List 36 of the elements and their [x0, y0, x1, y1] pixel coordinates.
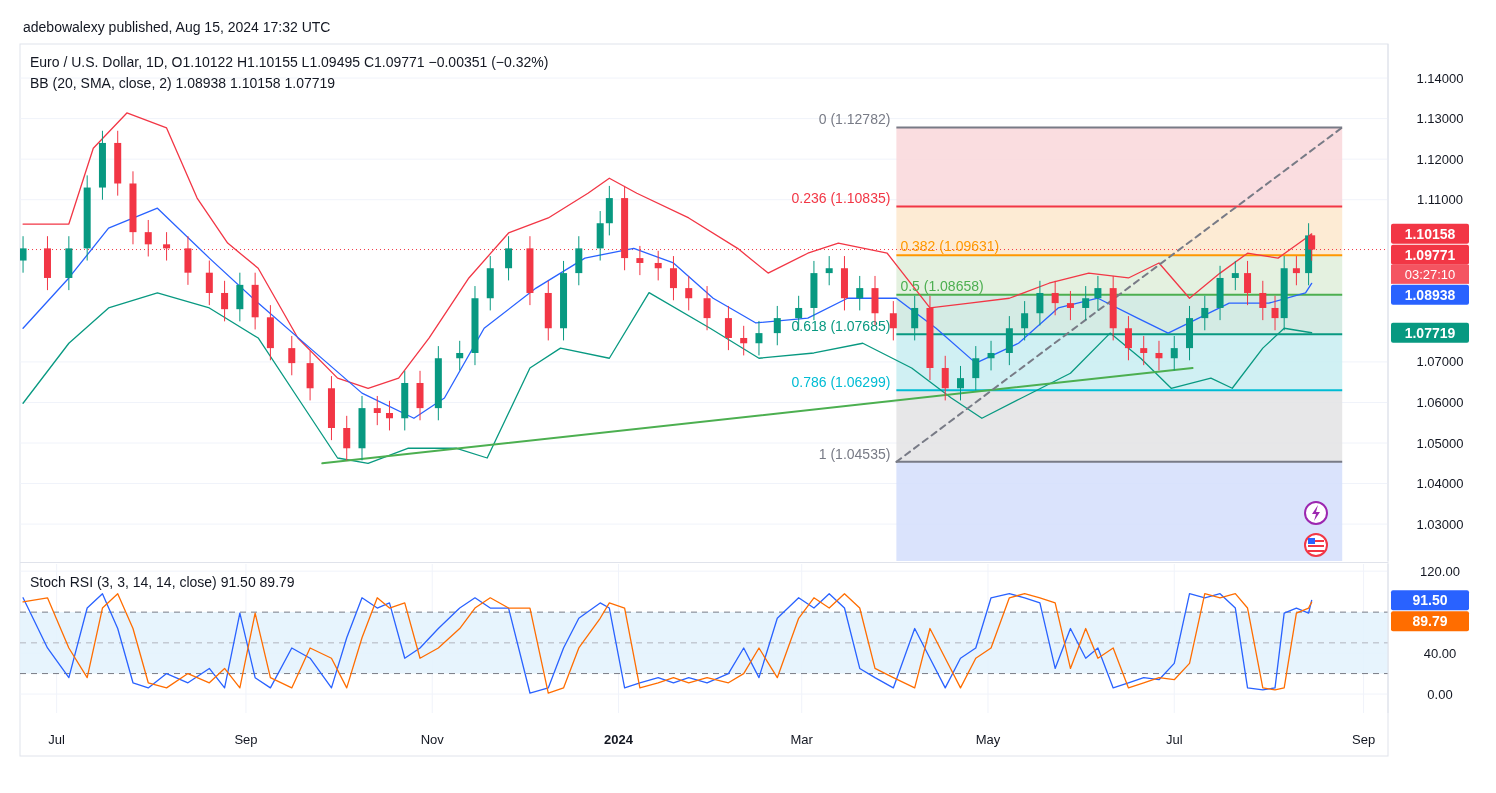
x-tick-label: Sep: [1352, 731, 1376, 747]
ref-line-label: 0.786 (1.06299): [791, 374, 891, 391]
y-tick-label: 1.12000: [1416, 151, 1464, 167]
ref-line-label: 0 (1.12782): [818, 111, 891, 128]
text: Euro / U.S. Dollar, 1D, O1.10122 H1.10155 L1.09495 C1.09771 −0.00351 (−0.32%): [30, 53, 549, 70]
text: 89.79: [1412, 613, 1448, 630]
text: 03:27:10: [1404, 266, 1456, 282]
x-tick-label: 2024: [604, 731, 634, 747]
y-tick-label: 1.07000: [1416, 354, 1464, 370]
y-tick-label: 1.14000: [1416, 70, 1464, 86]
y-tick-label: 120.00: [1420, 563, 1460, 579]
y-tick-label: 1.06000: [1416, 395, 1464, 410]
text: adebowalexy published, Aug 15, 2024 17:32 UTC: [23, 18, 331, 35]
x-tick-label: Jul: [1165, 731, 1183, 747]
y-tick-label: 1.04000: [1416, 476, 1464, 492]
text: 1.09771: [1404, 246, 1456, 263]
x-tick-label: Jul: [48, 731, 66, 747]
ref-line-label: 0.236 (1.10835): [791, 190, 891, 207]
text: 1.10158: [1404, 225, 1456, 242]
y-tick-label: 1.13000: [1416, 111, 1464, 127]
text: 91.50: [1412, 592, 1448, 609]
ref-line-label: 0.382 (1.09631): [900, 238, 1000, 255]
text: BB (20, SMA, close, 2) 1.08938 1.10158 1.07719: [30, 74, 336, 91]
text: 1.08938: [1404, 286, 1456, 303]
y-tick-label: 1.11000: [1416, 192, 1464, 208]
y-tick-label: 1.05000: [1416, 435, 1464, 451]
x-tick-label: Mar: [790, 731, 814, 747]
y-tick-label: 40.00: [1423, 645, 1457, 661]
text: 1.07719: [1404, 324, 1456, 341]
ref-line-label: 1 (1.04535): [818, 445, 891, 462]
y-tick-label: 0.00: [1427, 686, 1453, 702]
x-tick-label: May: [975, 731, 1001, 747]
x-tick-label: Nov: [420, 731, 445, 747]
y-tick-label: 1.03000: [1416, 516, 1464, 532]
text: Stoch RSI (3, 3, 14, 14, close) 91.50 89.79: [30, 573, 295, 590]
x-tick-label: Sep: [234, 731, 258, 747]
